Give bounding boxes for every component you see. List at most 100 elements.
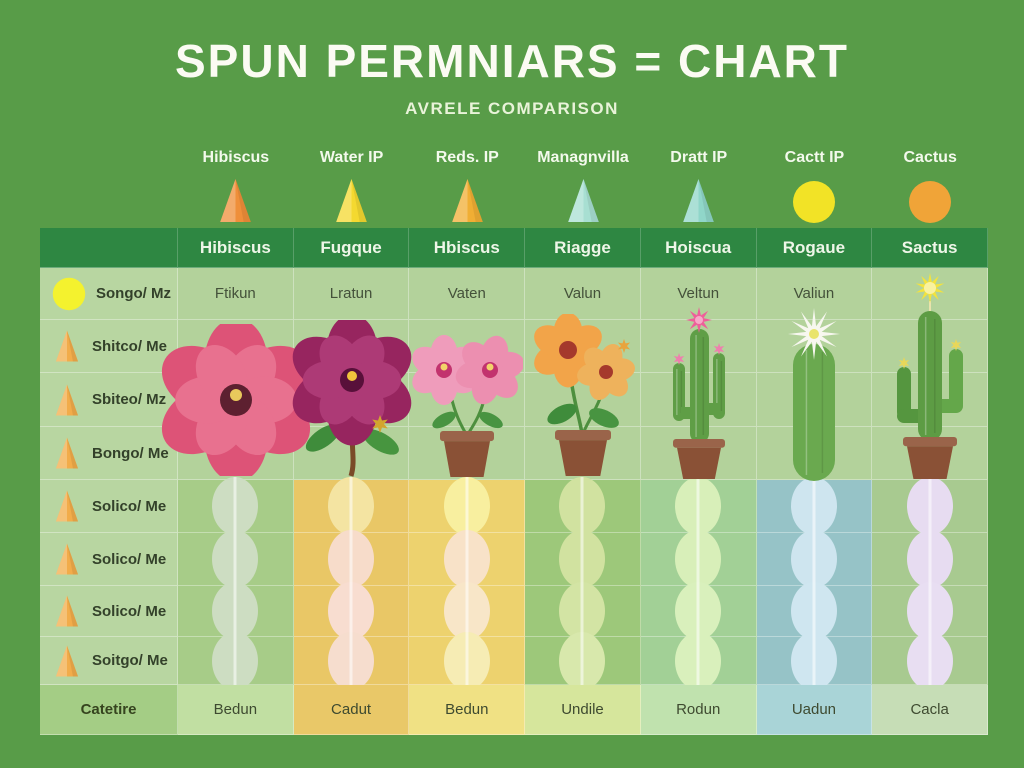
cone-icon [409, 172, 525, 226]
page-title: SPUN PERMNIARS = CHART [174, 35, 849, 87]
footer-cell: Cadut [293, 685, 410, 735]
column-header-cell: Riagge [525, 228, 641, 268]
plant-cell [872, 320, 988, 373]
column-header-cell: Fugque [293, 228, 410, 268]
dot-ellipse [443, 530, 490, 588]
orange-cone-icon [52, 489, 82, 523]
value-cell: Vaten [409, 268, 526, 320]
value-text: Valun [563, 285, 602, 302]
column-header-label: Hibiscus [199, 237, 271, 257]
orange-cone-icon [52, 644, 82, 678]
dot-ellipse [443, 582, 490, 640]
column-top-label: Reds. IP [435, 149, 499, 166]
dot-cell [640, 530, 757, 588]
column-top-label: Managnvilla [537, 149, 629, 166]
footer-cell: Uadun [756, 685, 873, 735]
plant-cell [756, 320, 873, 373]
plant-cell [525, 427, 641, 480]
dot-ellipse [559, 582, 606, 640]
column-header-cell: Hoiscua [640, 228, 757, 268]
dot-cell [640, 631, 757, 690]
header-corner-cell [40, 228, 178, 268]
dot-ellipse [906, 477, 953, 535]
row-label-cell: Bongo/ Me [40, 427, 178, 480]
dot-cell [178, 582, 294, 640]
row-label-cell: Soitgo/ Me [40, 637, 178, 685]
dot-ellipse [212, 631, 259, 690]
dot-ellipse [328, 631, 375, 690]
plant-cell [640, 427, 757, 480]
value-cell: Valun [525, 268, 641, 320]
column-header-label: Hbiscus [433, 237, 500, 257]
cone-icon [294, 172, 410, 226]
column-header-cell: Sactus [872, 228, 988, 268]
plant-cell [756, 373, 873, 427]
dot-cell [178, 477, 294, 535]
dot-ellipse [675, 631, 722, 690]
value-text: Ftikun [214, 285, 256, 302]
dot-cell [872, 530, 988, 588]
plant-cell [640, 373, 757, 427]
plant-cell [293, 427, 410, 480]
dot-ellipse [443, 477, 490, 535]
row-label: Solico/ Me [92, 602, 167, 620]
dot-cell [409, 582, 526, 640]
dot-cell [293, 530, 410, 588]
row-label-cell: Solico/ Me [40, 533, 178, 586]
dot-ellipse [328, 582, 375, 640]
dot-cell [525, 530, 641, 588]
value-text: Lratun [329, 285, 373, 302]
dot-cell [525, 477, 641, 535]
dot-cell [872, 631, 988, 690]
plant-cell [409, 320, 526, 373]
footer-text: Uadun [791, 701, 837, 718]
plant-cell [178, 373, 294, 427]
value-cell: Valiun [756, 268, 873, 320]
dot-cell [525, 631, 641, 690]
dot-ellipse [559, 477, 606, 535]
dot-cell [525, 582, 641, 640]
dot-ellipse [790, 631, 837, 690]
column-top-label: Cactt IP [784, 149, 845, 166]
footer-text: Rodun [676, 701, 721, 718]
footer-cell: Cacla [872, 685, 988, 735]
page-subtitle: AVRELE COMPARISON [405, 99, 619, 118]
orange-cone-icon [52, 542, 82, 576]
column-top-label: Dratt IP [670, 149, 728, 166]
column-header-cell: Hbiscus [409, 228, 526, 268]
dot-ellipse [559, 530, 606, 588]
row-label-cell: Solico/ Me [40, 480, 178, 533]
plant-cell [178, 320, 294, 373]
footer-text: Bedun [445, 701, 489, 718]
dot-ellipse [675, 477, 722, 535]
comparison-table: Hibiscus Fugque Hbiscus Riagge Hoiscua Rogaue… [40, 228, 988, 735]
value-cell: Ftikun [178, 268, 294, 320]
column-top-label: Hibiscus [202, 149, 270, 166]
plant-cell [872, 373, 988, 427]
dot-ellipse [559, 631, 606, 690]
column-header-label: Rogaue [782, 237, 846, 257]
dot-ellipse [212, 477, 259, 535]
footer-cell: Bedun [178, 685, 294, 735]
column-header-cell: Hibiscus [178, 228, 294, 268]
dot-cell [409, 530, 526, 588]
cone-icon [525, 172, 641, 226]
top-column-icons [178, 172, 988, 226]
column-top-label: Water IP [319, 149, 384, 166]
row-label: Sbiteo/ Mz [92, 391, 167, 408]
dot-ellipse [328, 477, 375, 535]
plant-cell [178, 427, 294, 480]
dot-ellipse [790, 477, 837, 535]
column-header-cell: Rogaue [756, 228, 873, 268]
footer-text: Undile [561, 701, 604, 718]
dot-cell [872, 477, 988, 535]
dot-ellipse [906, 631, 953, 690]
plant-cell [293, 373, 410, 427]
dot-ellipse [212, 530, 259, 588]
row-label: Soitgo/ Me [92, 652, 168, 669]
footer-cell: Undile [525, 685, 641, 735]
dot-cell [756, 530, 873, 588]
plant-cell [409, 373, 526, 427]
dot-cell [756, 631, 873, 690]
